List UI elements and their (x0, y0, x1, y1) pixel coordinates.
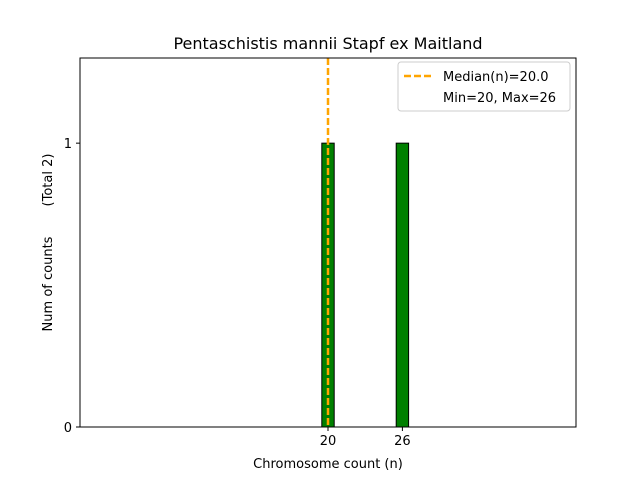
x-axis-ticks: 20 26 (320, 427, 411, 449)
y-tick-label-0: 0 (64, 421, 72, 436)
chart-title: Pentaschistis mannii Stapf ex Maitland (173, 34, 482, 53)
x-tick-label-26: 26 (394, 434, 411, 449)
y-tick-label-1: 1 (64, 137, 72, 152)
y-axis-ticks: 01 (64, 137, 80, 436)
x-tick-label-20: 20 (320, 434, 337, 449)
y-axis-total-label: (Total 2) (41, 154, 56, 207)
plot-area (80, 58, 446, 428)
legend: Median(n)=20.0 Min=20, Max=26 (397, 61, 571, 112)
x-axis-label: Chromosome count (n) (253, 457, 403, 472)
legend-range-label: Min=20, Max=26 (443, 91, 556, 106)
legend-median-label: Median(n)=20.0 (443, 70, 549, 85)
bar-26 (395, 142, 410, 428)
legend-box (397, 61, 571, 112)
y-axis-label: Num of counts (41, 236, 56, 331)
